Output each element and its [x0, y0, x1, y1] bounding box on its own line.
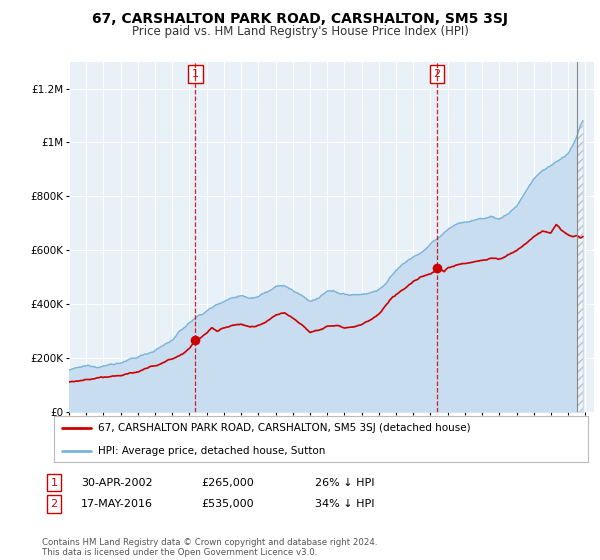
Text: Contains HM Land Registry data © Crown copyright and database right 2024.
This d: Contains HM Land Registry data © Crown c… — [42, 538, 377, 557]
Text: 2: 2 — [50, 499, 58, 509]
Text: 67, CARSHALTON PARK ROAD, CARSHALTON, SM5 3SJ (detached house): 67, CARSHALTON PARK ROAD, CARSHALTON, SM… — [98, 423, 470, 433]
Text: 34% ↓ HPI: 34% ↓ HPI — [315, 499, 374, 509]
Text: 67, CARSHALTON PARK ROAD, CARSHALTON, SM5 3SJ: 67, CARSHALTON PARK ROAD, CARSHALTON, SM… — [92, 12, 508, 26]
Text: HPI: Average price, detached house, Sutton: HPI: Average price, detached house, Sutt… — [98, 446, 325, 455]
Text: 26% ↓ HPI: 26% ↓ HPI — [315, 478, 374, 488]
Text: 17-MAY-2016: 17-MAY-2016 — [81, 499, 153, 509]
Text: 2: 2 — [433, 69, 440, 79]
Text: 30-APR-2002: 30-APR-2002 — [81, 478, 152, 488]
Text: £535,000: £535,000 — [201, 499, 254, 509]
Text: 1: 1 — [191, 69, 199, 79]
Text: 1: 1 — [50, 478, 58, 488]
Text: Price paid vs. HM Land Registry's House Price Index (HPI): Price paid vs. HM Land Registry's House … — [131, 25, 469, 38]
Text: £265,000: £265,000 — [201, 478, 254, 488]
